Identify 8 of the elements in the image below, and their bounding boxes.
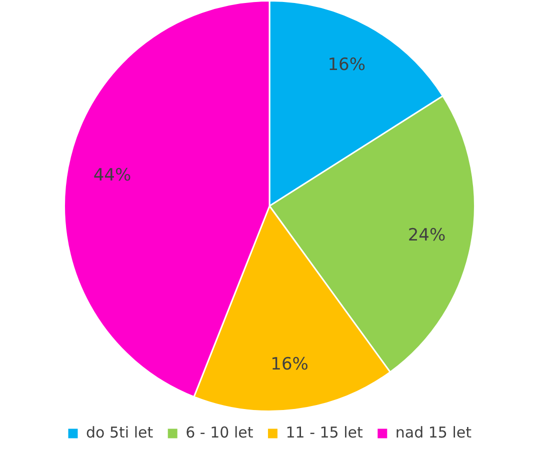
legend-label: 6 - 10 let <box>186 423 254 442</box>
legend-label: do 5ti let <box>86 423 154 442</box>
legend-label: nad 15 let <box>395 423 472 442</box>
data-label: 16% <box>328 55 366 76</box>
data-label: 44% <box>93 165 132 186</box>
legend-label: 11 - 15 let <box>286 423 364 442</box>
data-label: 24% <box>408 225 446 246</box>
data-label: 16% <box>270 354 308 374</box>
